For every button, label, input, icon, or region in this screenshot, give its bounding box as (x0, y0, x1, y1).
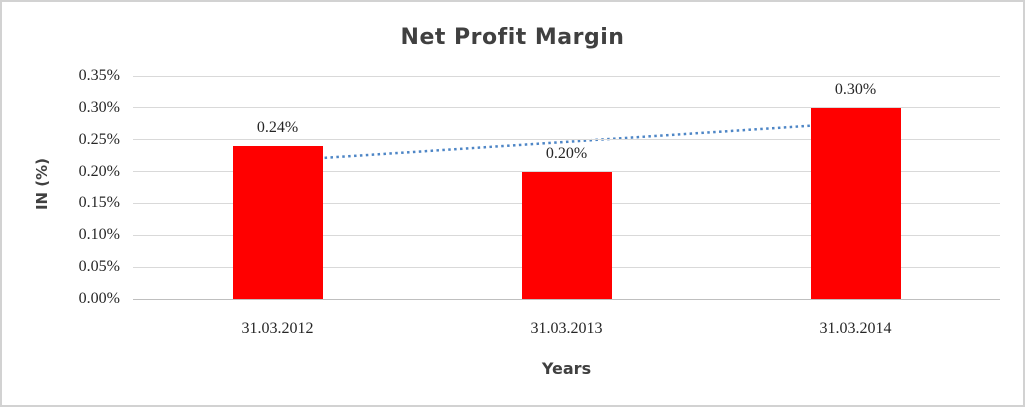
y-tick-label: 0.05% (78, 258, 120, 276)
y-tick-label: 0.25% (78, 130, 120, 148)
x-category-label: 31.03.2013 (530, 320, 603, 337)
y-tick-label: 0.35% (78, 67, 120, 84)
gridline (133, 139, 1000, 141)
bar-data-label: 0.20% (545, 144, 588, 162)
y-tick-label: 0.15% (78, 194, 120, 212)
x-axis-title: Years (541, 359, 592, 378)
bar (521, 171, 612, 299)
y-tick-label: 0.30% (78, 98, 120, 116)
x-category-label: 31.03.2012 (241, 320, 314, 337)
chart-title: Net Profit Margin (400, 25, 625, 50)
bar (810, 107, 901, 299)
gridline (133, 107, 1000, 109)
bar-data-label: 0.24% (256, 119, 299, 137)
y-tick-label: 0.10% (78, 226, 120, 244)
bar (232, 146, 323, 299)
x-axis-line (133, 298, 1000, 300)
bar-data-label: 0.30% (834, 80, 877, 98)
y-tick-label: 0.00% (78, 290, 120, 307)
gridline (133, 75, 1000, 77)
x-category-label: 31.03.2014 (819, 320, 892, 337)
y-tick-label: 0.20% (78, 162, 120, 180)
